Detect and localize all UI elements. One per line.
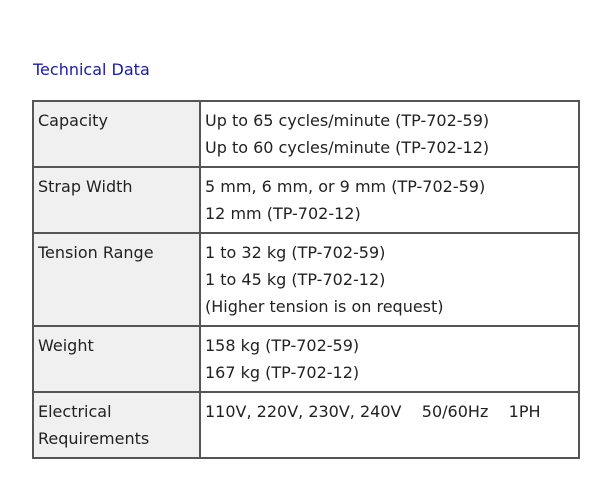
row-label: Tension Range	[32, 232, 201, 327]
technical-data-table: Capacity Up to 65 cycles/minute (TP-702-…	[32, 100, 580, 459]
row-value: 158 kg (TP-702-59) 167 kg (TP-702-12)	[199, 325, 580, 393]
table-row: Tension Range 1 to 32 kg (TP-702-59) 1 t…	[32, 232, 580, 327]
value-line: (Higher tension is on request)	[205, 297, 444, 316]
value-line: Up to 60 cycles/minute (TP-702-12)	[205, 138, 490, 157]
value-line: 1 to 32 kg (TP-702-59)	[205, 243, 386, 262]
value-line: 12 mm (TP-702-12)	[205, 204, 361, 223]
label-line: Weight	[38, 336, 94, 355]
table-row: Weight 158 kg (TP-702-59) 167 kg (TP-702…	[32, 325, 580, 393]
row-value: 1 to 32 kg (TP-702-59) 1 to 45 kg (TP-70…	[199, 232, 580, 327]
label-line: Requirements	[38, 429, 150, 448]
row-label: Strap Width	[32, 166, 201, 234]
label-line: Capacity	[38, 111, 108, 130]
row-label: Weight	[32, 325, 201, 393]
label-line: Tension Range	[38, 243, 154, 262]
label-line: Strap Width	[38, 177, 133, 196]
row-value: 5 mm, 6 mm, or 9 mm (TP-702-59) 12 mm (T…	[199, 166, 580, 234]
label-line: Electrical	[38, 402, 112, 421]
row-label: Capacity	[32, 100, 201, 168]
table-row: Electrical Requirements 110V, 220V, 230V…	[32, 391, 580, 459]
section-title: Technical Data	[33, 60, 150, 79]
value-line: 110V, 220V, 230V, 240V 50/60Hz 1PH	[205, 402, 541, 421]
row-value: 110V, 220V, 230V, 240V 50/60Hz 1PH	[199, 391, 580, 459]
value-line: Up to 65 cycles/minute (TP-702-59)	[205, 111, 490, 130]
value-line: 158 kg (TP-702-59)	[205, 336, 360, 355]
table-row: Strap Width 5 mm, 6 mm, or 9 mm (TP-702-…	[32, 166, 580, 234]
value-line: 5 mm, 6 mm, or 9 mm (TP-702-59)	[205, 177, 486, 196]
row-label: Electrical Requirements	[32, 391, 201, 459]
row-value: Up to 65 cycles/minute (TP-702-59) Up to…	[199, 100, 580, 168]
value-line: 167 kg (TP-702-12)	[205, 363, 360, 382]
table-row: Capacity Up to 65 cycles/minute (TP-702-…	[32, 100, 580, 168]
value-line: 1 to 45 kg (TP-702-12)	[205, 270, 386, 289]
